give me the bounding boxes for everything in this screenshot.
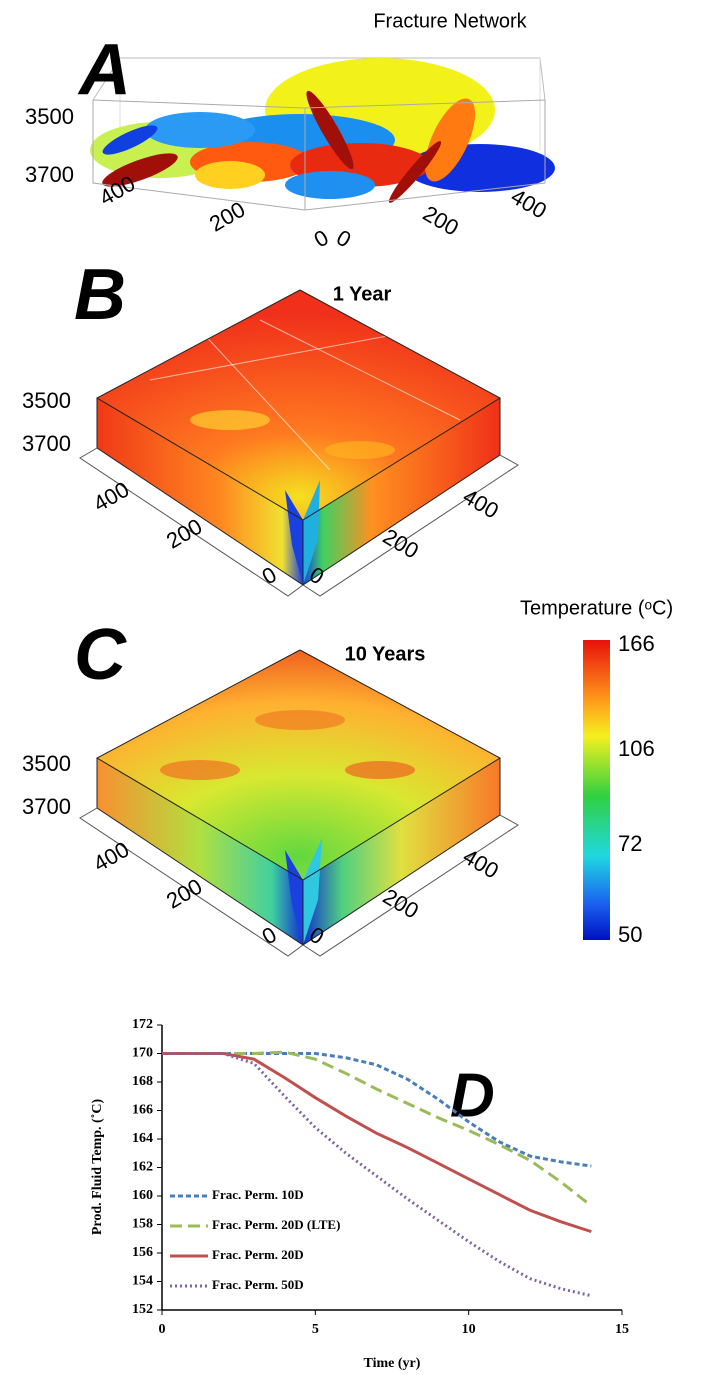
series-line	[162, 1050, 593, 1208]
y-tick-label: 160	[132, 1188, 153, 1203]
y-tick-label: 164	[132, 1131, 153, 1146]
fracture-network	[90, 57, 555, 211]
x-tick-label: 200	[162, 874, 206, 914]
x-tick-label: 400	[89, 837, 133, 877]
depth-tick-label: 3500	[22, 751, 71, 776]
y-tick-label: 400	[459, 844, 503, 884]
x-tick-label: 5	[312, 1322, 319, 1337]
y-tick-label: 0	[332, 225, 355, 253]
depth-tick-label: 3500	[25, 104, 74, 129]
panel-label: B	[74, 255, 126, 335]
y-axis-label: Prod. Fluid Temp. (˚C)	[90, 1099, 105, 1236]
x-tick-label: 400	[89, 477, 133, 517]
legend-label: Frac. Perm. 50D	[212, 1277, 304, 1292]
y-tick-label: 156	[132, 1245, 153, 1260]
colorbar	[583, 640, 610, 940]
depth-tick-label: 3700	[22, 794, 71, 819]
series-line	[162, 1052, 592, 1234]
x-tick-label: 200	[162, 514, 206, 554]
colorbar-tick-label: 72	[618, 831, 642, 856]
depth-tick-label: 3500	[22, 388, 71, 413]
y-tick-label: 172	[132, 1017, 153, 1032]
x-tick-label: 15	[615, 1322, 629, 1337]
colorbar-title: Temperature (ᵒC)	[520, 597, 673, 619]
y-tick-label: 162	[132, 1160, 153, 1175]
depth-tick-label: 3700	[22, 431, 71, 456]
panel-label: C	[74, 615, 127, 695]
panel-title: Fracture Network	[373, 10, 527, 32]
colorbar-tick-label: 50	[618, 922, 642, 947]
panel-label: D	[450, 1061, 495, 1130]
y-tick-label: 168	[132, 1074, 153, 1089]
colorbar-tick-label: 166	[618, 631, 655, 656]
panel-label: A	[77, 30, 131, 110]
temperature-box-1-year	[79, 289, 519, 597]
x-tick-label: 0	[310, 225, 333, 253]
depth-tick-label: 3700	[25, 162, 74, 187]
legend-label: Frac. Perm. 20D	[212, 1247, 304, 1262]
series-line	[162, 1052, 592, 1168]
y-tick-label: 170	[132, 1046, 153, 1061]
colorbar-tick-label: 106	[618, 736, 655, 761]
x-axis-label: Time (yr)	[364, 1356, 421, 1371]
y-tick-label: 154	[132, 1274, 153, 1289]
panel-title: 1 Year	[333, 283, 392, 305]
temperature-box-10-years	[79, 649, 519, 957]
y-tick-label: 158	[132, 1217, 153, 1232]
x-tick-label: 10	[462, 1322, 476, 1337]
y-tick-label: 400	[507, 184, 551, 224]
legend-label: Frac. Perm. 10D	[212, 1187, 304, 1202]
y-tick-label: 400	[459, 484, 503, 524]
y-tick-label: 166	[132, 1103, 153, 1118]
y-tick-label: 152	[132, 1302, 153, 1317]
x-tick-label: 0	[159, 1322, 166, 1337]
legend-label: Frac. Perm. 20D (LTE)	[212, 1217, 340, 1232]
panel-title: 10 Years	[345, 643, 426, 665]
series-line	[162, 1052, 592, 1298]
y-tick-label: 200	[419, 201, 463, 241]
